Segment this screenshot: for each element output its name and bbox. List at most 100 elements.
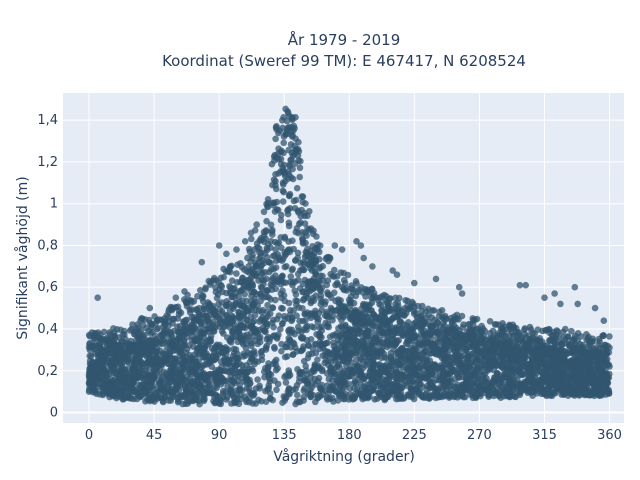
- data-point: [460, 365, 467, 373]
- data-point: [265, 382, 273, 389]
- data-point: [248, 355, 255, 363]
- data-point: [526, 348, 534, 355]
- data-point: [547, 380, 555, 387]
- data-point: [187, 355, 195, 363]
- data-point: [401, 305, 408, 312]
- data-point: [564, 333, 571, 340]
- data-point: [234, 377, 242, 385]
- data-point: [476, 363, 484, 371]
- data-point: [271, 358, 279, 366]
- data-point: [126, 327, 134, 334]
- data-point: [249, 300, 257, 308]
- data-point: [468, 366, 475, 374]
- data-point: [209, 318, 217, 326]
- data-point: [90, 386, 97, 393]
- data-point: [314, 277, 322, 284]
- data-point: [263, 200, 270, 208]
- data-point: [498, 379, 505, 386]
- data-point: [263, 244, 271, 252]
- data-point: [558, 391, 565, 398]
- data-point: [209, 387, 217, 395]
- data-point: [426, 332, 434, 339]
- data-point: [158, 316, 165, 324]
- data-point: [235, 293, 242, 300]
- data-point: [271, 343, 278, 351]
- data-point: [431, 316, 438, 324]
- data-point: [552, 340, 559, 347]
- data-point: [227, 367, 234, 374]
- data-point: [238, 387, 246, 394]
- data-point: [321, 300, 329, 308]
- data-point: [395, 306, 403, 314]
- data-point: [270, 265, 278, 273]
- data-points: [85, 105, 613, 408]
- data-point: [291, 125, 298, 132]
- data-point: [250, 317, 258, 325]
- data-point: [273, 206, 281, 213]
- data-point: [260, 208, 268, 216]
- data-point: [309, 243, 316, 250]
- data-point: [327, 364, 335, 372]
- data-point: [429, 379, 437, 386]
- data-point: [541, 390, 548, 398]
- data-point: [382, 368, 390, 375]
- data-point: [317, 392, 324, 400]
- data-point: [417, 390, 424, 397]
- data-point: [600, 373, 608, 380]
- data-point: [295, 323, 302, 331]
- data-point: [319, 344, 327, 352]
- data-point: [404, 354, 412, 361]
- data-point: [316, 331, 323, 338]
- data-point: [213, 314, 221, 321]
- chart-title-line2: Koordinat (Sweref 99 TM): E 467417, N 62…: [162, 52, 526, 70]
- data-point: [369, 387, 377, 394]
- data-point: [296, 164, 304, 172]
- data-point: [211, 374, 218, 382]
- data-point: [382, 296, 389, 304]
- data-point: [383, 354, 391, 362]
- data-point: [220, 387, 227, 395]
- data-point: [504, 363, 512, 371]
- data-point: [474, 325, 482, 333]
- data-point: [414, 313, 422, 321]
- data-point: [101, 351, 108, 358]
- data-point: [233, 279, 241, 286]
- data-point: [227, 336, 234, 344]
- data-point: [242, 352, 249, 360]
- data-point: [362, 362, 370, 369]
- data-point: [403, 322, 411, 329]
- data-point: [330, 372, 338, 380]
- data-point: [518, 336, 526, 343]
- data-point: [412, 332, 420, 340]
- data-point: [278, 320, 286, 328]
- data-point: [502, 370, 510, 378]
- data-point: [273, 386, 280, 394]
- data-point: [324, 396, 331, 403]
- data-point: [280, 139, 288, 147]
- data-point: [429, 370, 436, 377]
- data-point: [317, 292, 325, 300]
- data-point: [236, 287, 244, 295]
- data-point: [482, 386, 490, 394]
- data-point: [270, 199, 278, 207]
- data-point: [469, 380, 476, 387]
- data-point: [472, 359, 479, 366]
- data-point: [344, 271, 352, 279]
- data-point: [86, 352, 93, 360]
- data-point: [353, 280, 360, 287]
- data-point: [218, 328, 226, 335]
- data-point: [389, 306, 396, 313]
- data-point: [378, 307, 385, 314]
- data-point: [302, 200, 309, 207]
- data-point: [301, 385, 308, 392]
- data-point: [297, 347, 305, 355]
- data-point: [486, 318, 494, 325]
- data-point: [120, 395, 127, 403]
- data-point: [527, 388, 535, 396]
- data-point: [281, 252, 289, 259]
- data-point: [293, 312, 300, 320]
- data-point: [235, 313, 242, 321]
- data-point: [440, 319, 447, 327]
- data-point: [154, 324, 162, 332]
- data-point: [267, 260, 275, 267]
